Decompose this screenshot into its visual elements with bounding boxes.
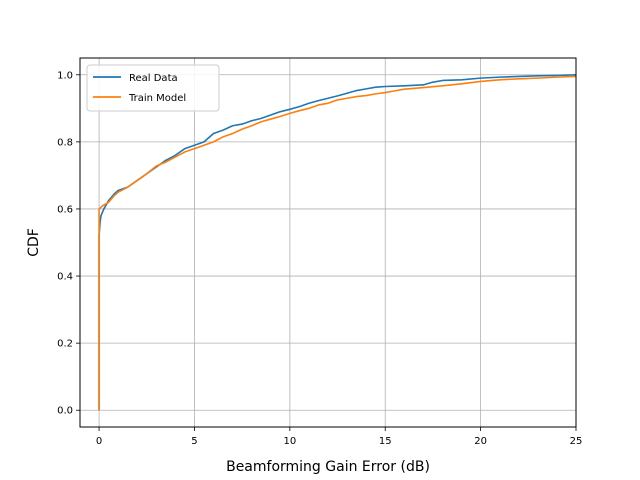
x-tick-label: 5	[191, 436, 197, 447]
legend-label: Real Data	[129, 73, 178, 84]
y-tick-label: 0.8	[57, 137, 73, 148]
axis-ticks: 0 5 10 15 20 25 0.0 0.2 0.4 0.6 0.8 1.0	[57, 70, 582, 447]
x-tick-label: 20	[474, 436, 487, 447]
y-tick-label: 0.0	[57, 406, 73, 417]
x-tick-label: 10	[283, 436, 296, 447]
y-tick-label: 0.6	[57, 204, 73, 215]
y-axis-label: CDF	[26, 228, 42, 257]
legend-box	[86, 64, 220, 112]
x-tick-label: 25	[570, 436, 583, 447]
y-tick-label: 0.2	[57, 339, 73, 350]
grid	[80, 58, 577, 427]
x-tick-label: 0	[96, 436, 102, 447]
legend: Real Data Train Model	[86, 64, 220, 112]
x-tick-label: 15	[379, 436, 392, 447]
y-tick-label: 1.0	[57, 70, 73, 81]
series-lines	[98, 73, 576, 411]
plot-area-frame	[79, 57, 577, 428]
legend-label: Train Model	[128, 93, 186, 104]
x-axis-label: Beamforming Gain Error (dB)	[226, 459, 430, 475]
series-line-train-model	[98, 75, 576, 411]
y-tick-label: 0.4	[57, 272, 73, 283]
